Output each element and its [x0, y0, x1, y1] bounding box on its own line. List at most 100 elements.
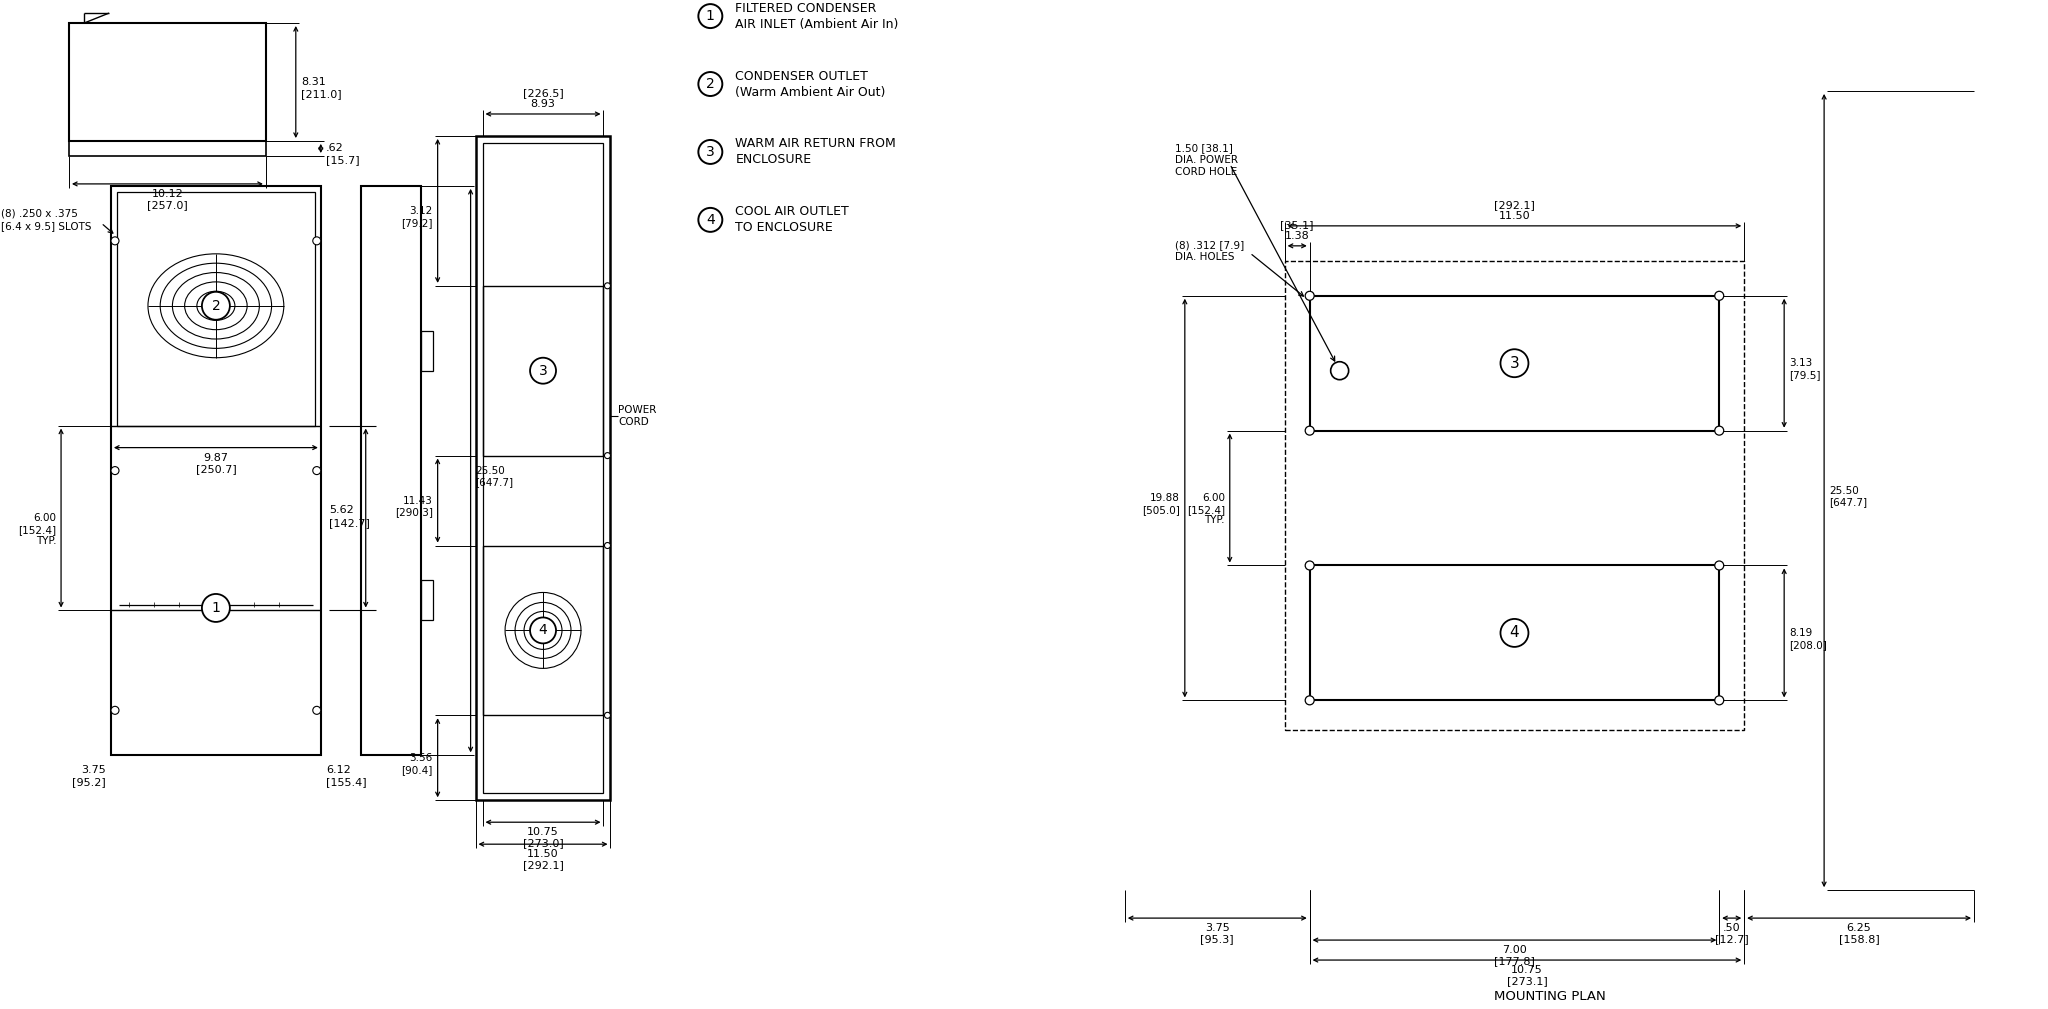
Text: .62: .62: [326, 143, 344, 153]
Text: [152.4]: [152.4]: [18, 525, 55, 535]
Text: [208.0]: [208.0]: [1790, 640, 1827, 650]
Circle shape: [1714, 292, 1724, 301]
Circle shape: [1331, 361, 1350, 379]
Bar: [483, 286, 604, 456]
Circle shape: [313, 237, 322, 245]
Text: MOUNTING PLAN: MOUNTING PLAN: [1493, 990, 1606, 1003]
Circle shape: [1714, 426, 1724, 435]
Text: [505.0]: [505.0]: [1143, 506, 1180, 515]
Bar: [420, 331, 432, 370]
Text: [647.7]: [647.7]: [475, 477, 514, 487]
Text: TYP.: TYP.: [1204, 515, 1225, 525]
Text: 10.75: 10.75: [526, 827, 559, 837]
Text: [152.4]: [152.4]: [1186, 506, 1225, 515]
Bar: [483, 143, 604, 793]
Text: 11.50: 11.50: [526, 850, 559, 860]
Text: [95.3]: [95.3]: [1200, 934, 1235, 944]
Text: [12.7]: [12.7]: [1714, 934, 1749, 944]
Text: FILTERED CONDENSER: FILTERED CONDENSER: [735, 2, 877, 14]
Text: TO ENCLOSURE: TO ENCLOSURE: [735, 221, 834, 234]
Text: 6.00: 6.00: [1202, 493, 1225, 503]
Text: POWER: POWER: [618, 405, 657, 415]
Circle shape: [698, 208, 723, 232]
Text: [155.4]: [155.4]: [326, 777, 367, 787]
Bar: [1284, 260, 1745, 731]
Circle shape: [111, 237, 119, 245]
Text: 5.62: 5.62: [330, 506, 354, 515]
Circle shape: [203, 594, 229, 622]
Text: [15.7]: [15.7]: [326, 155, 358, 165]
Circle shape: [1501, 349, 1528, 377]
Text: [79.2]: [79.2]: [401, 218, 432, 228]
Text: 1.38: 1.38: [1284, 231, 1309, 241]
Text: 10.75: 10.75: [1511, 965, 1542, 975]
Text: CONDENSER OUTLET: CONDENSER OUTLET: [735, 70, 868, 83]
Text: [292.1]: [292.1]: [1495, 200, 1534, 210]
Text: DIA. HOLES: DIA. HOLES: [1176, 252, 1235, 261]
Text: 2: 2: [707, 77, 715, 91]
Text: [35.1]: [35.1]: [1280, 220, 1315, 230]
Text: .50: .50: [1722, 923, 1741, 933]
Bar: [483, 546, 604, 715]
Text: TYP.: TYP.: [35, 536, 55, 546]
Text: [95.2]: [95.2]: [72, 777, 106, 787]
Text: COOL AIR OUTLET: COOL AIR OUTLET: [735, 206, 850, 218]
Text: [6.4 x 9.5] SLOTS: [6.4 x 9.5] SLOTS: [2, 221, 92, 231]
Text: [142.7]: [142.7]: [330, 518, 369, 528]
Text: 3: 3: [539, 363, 547, 377]
Text: 6.00: 6.00: [33, 513, 55, 523]
Circle shape: [1305, 426, 1315, 435]
Text: 1.50 [38.1]: 1.50 [38.1]: [1176, 143, 1233, 153]
Text: 9.87: 9.87: [203, 453, 229, 462]
Circle shape: [313, 706, 322, 714]
Circle shape: [530, 618, 555, 644]
Text: 8.93: 8.93: [530, 99, 555, 109]
Circle shape: [1714, 561, 1724, 570]
Circle shape: [604, 712, 610, 718]
Bar: [420, 580, 432, 621]
Circle shape: [1305, 292, 1315, 301]
Text: [79.5]: [79.5]: [1790, 370, 1821, 380]
Text: (Warm Ambient Air Out): (Warm Ambient Air Out): [735, 86, 885, 99]
Text: ENCLOSURE: ENCLOSURE: [735, 153, 811, 166]
Text: AIR INLET (Ambient Air In): AIR INLET (Ambient Air In): [735, 17, 899, 30]
Circle shape: [313, 466, 322, 474]
Text: WARM AIR RETURN FROM: WARM AIR RETURN FROM: [735, 137, 897, 150]
Text: 3: 3: [707, 145, 715, 159]
Text: 19.88: 19.88: [1151, 493, 1180, 503]
Bar: [117, 192, 315, 426]
Text: 6.12: 6.12: [326, 765, 350, 775]
Circle shape: [1501, 619, 1528, 647]
Text: 3.75: 3.75: [82, 765, 106, 775]
Text: 4: 4: [707, 213, 715, 227]
Text: [647.7]: [647.7]: [1829, 497, 1868, 508]
Text: 3.75: 3.75: [1204, 923, 1229, 933]
Text: [273.0]: [273.0]: [522, 838, 563, 849]
Text: (8) .312 [7.9]: (8) .312 [7.9]: [1176, 240, 1243, 250]
Bar: [111, 186, 322, 756]
Circle shape: [604, 283, 610, 289]
Circle shape: [1305, 561, 1315, 570]
Text: [226.5]: [226.5]: [522, 88, 563, 98]
Text: 3.56: 3.56: [410, 753, 432, 763]
Circle shape: [203, 292, 229, 320]
Bar: [1309, 565, 1718, 700]
Bar: [70, 23, 266, 141]
Text: 3.13: 3.13: [1790, 358, 1812, 368]
Text: 3: 3: [1509, 356, 1520, 370]
Circle shape: [111, 466, 119, 474]
Text: [273.1]: [273.1]: [1507, 976, 1548, 986]
Text: (8) .250 x .375: (8) .250 x .375: [2, 209, 78, 219]
Circle shape: [530, 358, 555, 383]
Circle shape: [698, 140, 723, 163]
Text: 11.50: 11.50: [1499, 211, 1530, 221]
Text: 1: 1: [707, 9, 715, 23]
Text: [250.7]: [250.7]: [195, 463, 236, 473]
Text: CORD HOLE: CORD HOLE: [1176, 166, 1237, 177]
Text: 4: 4: [539, 624, 547, 638]
Bar: [360, 186, 420, 756]
Text: [290.3]: [290.3]: [395, 508, 432, 518]
Text: 8.19: 8.19: [1790, 628, 1812, 638]
Text: 10.12: 10.12: [152, 189, 184, 199]
Circle shape: [698, 72, 723, 96]
